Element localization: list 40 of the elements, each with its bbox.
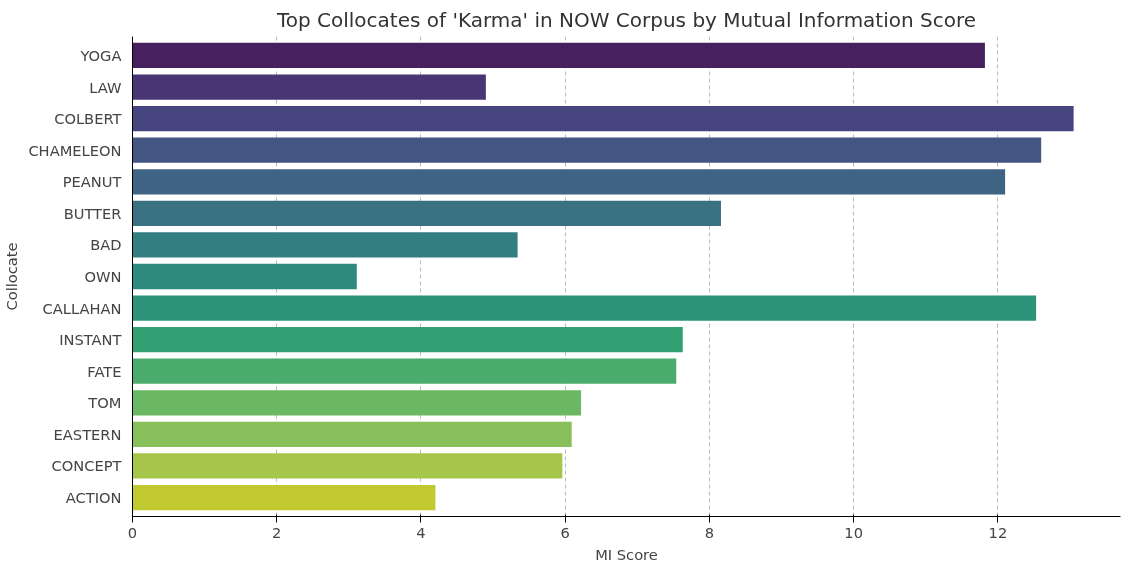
bar (132, 327, 683, 353)
bar (132, 137, 1042, 163)
x-tick-label: 6 (560, 523, 570, 541)
y-tick-label: OWN (84, 268, 122, 285)
x-tick-label: 10 (844, 523, 863, 541)
y-tick-label: EASTERN (53, 425, 122, 443)
y-tick-label: PEANUT (62, 173, 122, 191)
bar (132, 295, 1037, 321)
y-tick-label: ACTION (65, 489, 122, 507)
bar (132, 263, 357, 290)
chart-title: Top Collocates of 'Karma' in NOW Corpus by Mutual Information Score (275, 7, 977, 32)
y-tick-label: LAW (89, 78, 123, 96)
x-tick-label: 8 (704, 523, 715, 541)
bar (132, 42, 985, 69)
y-axis-title: Collocate (3, 242, 21, 311)
bar (132, 484, 436, 511)
y-tick-label: INSTANT (59, 331, 122, 349)
x-tick-label: 4 (416, 523, 426, 541)
y-tick-label: BUTTER (63, 204, 122, 222)
x-tick-label: 12 (988, 523, 1008, 541)
y-tick-label: CHAMELEON (28, 141, 122, 159)
y-tick-label: BAD (90, 236, 122, 254)
bar (132, 232, 518, 258)
bar (132, 358, 677, 384)
bar (132, 105, 1074, 132)
y-tick-label: CONCEPT (51, 457, 122, 475)
x-tick-label: 0 (127, 523, 138, 541)
y-tick-label: YOGA (79, 46, 122, 64)
y-tick-label: FATE (87, 362, 122, 380)
bar (132, 390, 582, 416)
bar (132, 74, 486, 100)
y-tick-label: TOM (87, 394, 122, 412)
bar (132, 453, 563, 479)
bar (132, 421, 572, 448)
y-tick-label: COLBERT (54, 110, 122, 128)
y-tick-label: CALLAHAN (42, 299, 122, 317)
bar (132, 200, 721, 226)
x-tick-label: 2 (272, 523, 282, 541)
bar (132, 169, 1006, 195)
x-axis-title: MI Score (595, 545, 658, 563)
